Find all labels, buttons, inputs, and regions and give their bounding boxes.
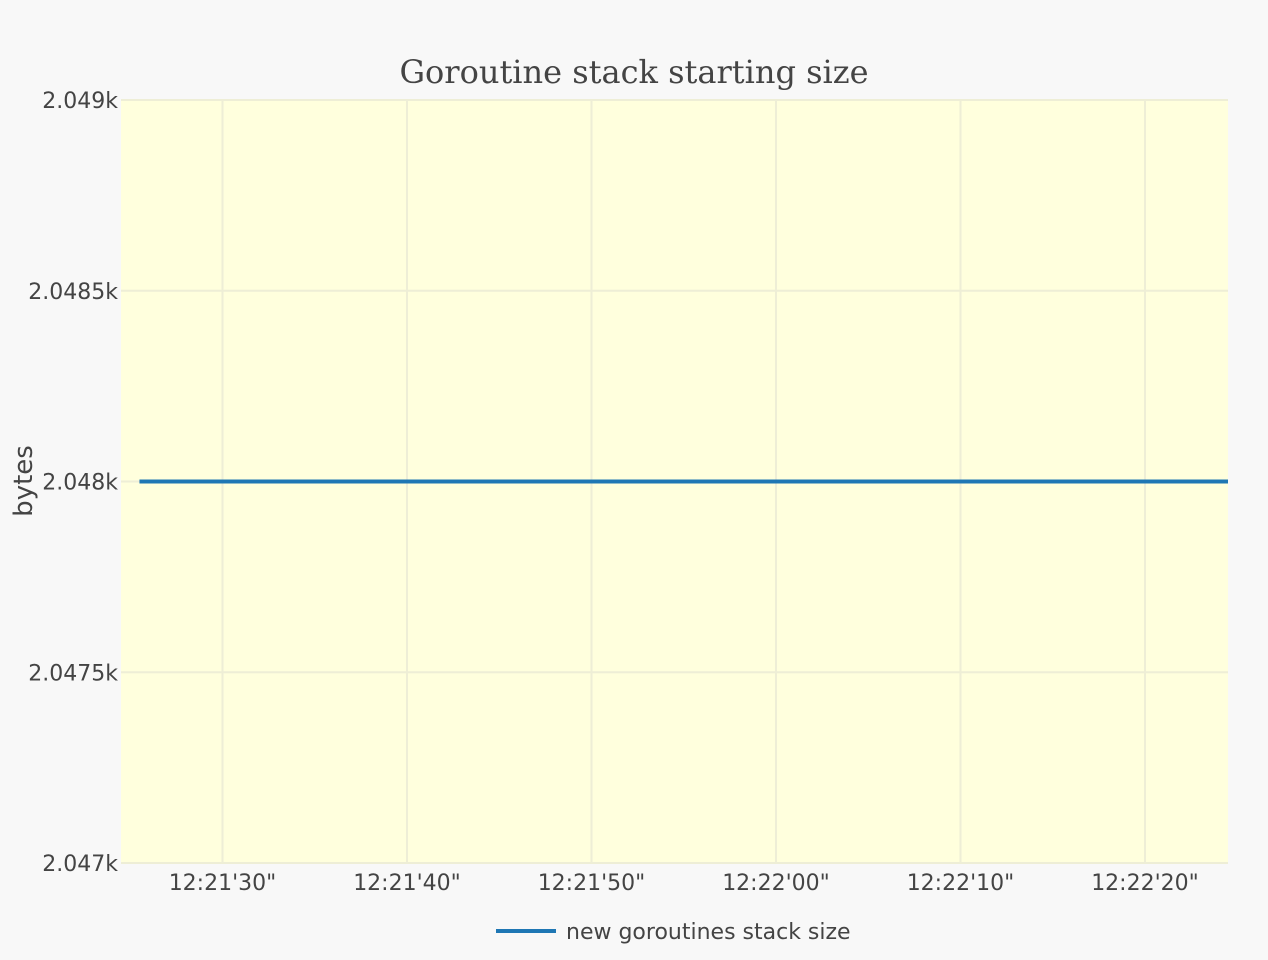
y-tick-label: 2.0475k xyxy=(28,661,118,686)
y-tick-label: 2.0485k xyxy=(28,280,118,305)
x-axis: 12:21'30" 12:21'40" 12:21'50" 12:22'00" 12:2… xyxy=(169,871,1199,896)
x-tick-label: 12:22'20" xyxy=(1091,871,1199,896)
chart-title: Goroutine stack starting size xyxy=(399,53,868,91)
y-tick-label: 2.047k xyxy=(42,852,118,877)
x-tick-label: 12:21'50" xyxy=(538,871,646,896)
y-tick-label: 2.049k xyxy=(42,89,118,114)
x-tick-label: 12:21'30" xyxy=(169,871,277,896)
y-tick-label: 2.048k xyxy=(42,471,118,496)
x-tick-label: 12:22'00" xyxy=(722,871,830,896)
legend[interactable]: new goroutines stack size xyxy=(496,920,851,945)
y-axis-title: bytes xyxy=(9,445,39,517)
y-axis: 2.047k 2.0475k 2.048k 2.0485k 2.049k xyxy=(28,89,118,877)
x-tick-label: 12:22'10" xyxy=(907,871,1015,896)
legend-label: new goroutines stack size xyxy=(566,920,851,945)
x-tick-label: 12:21'40" xyxy=(353,871,461,896)
